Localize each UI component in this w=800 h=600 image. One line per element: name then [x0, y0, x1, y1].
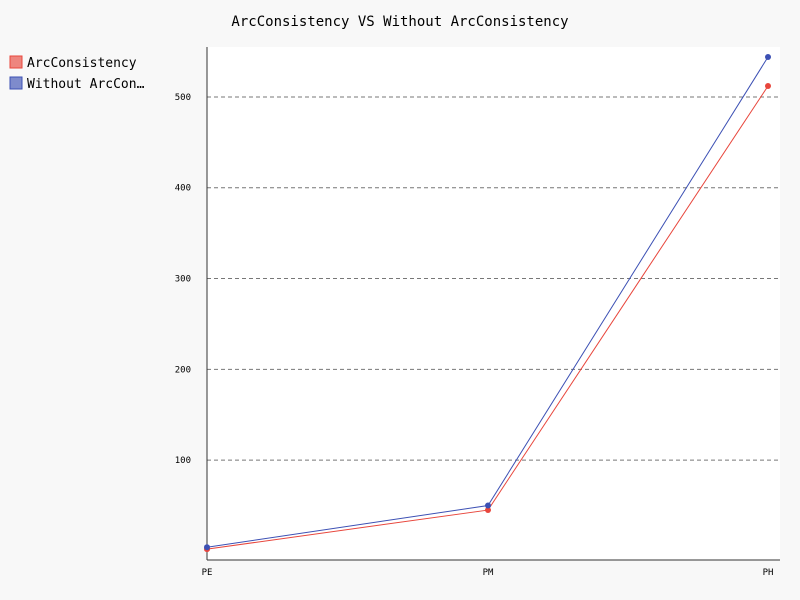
x-tick-label: PH: [763, 568, 774, 578]
legend-label-2: Without ArcCon…: [27, 77, 145, 92]
data-point[interactable]: [485, 502, 491, 509]
legend-label-1: ArcConsistency: [27, 56, 137, 71]
data-point[interactable]: [765, 53, 771, 60]
data-point[interactable]: [765, 83, 771, 90]
series-layer: [204, 53, 771, 553]
x-tick-label: PE: [202, 568, 213, 578]
legend-item-1[interactable]: ArcConsistency: [9, 55, 137, 71]
x-tick-label: PM: [483, 568, 494, 578]
y-tick-label: 100: [175, 456, 191, 466]
y-tick-label: 500: [175, 93, 191, 103]
data-point[interactable]: [204, 544, 210, 551]
legend-swatch-2: [9, 76, 23, 90]
x-tick-labels: PE PM PH: [202, 568, 774, 578]
plot-area: [207, 47, 780, 560]
legend: ArcConsistency Without ArcCon…: [9, 55, 145, 92]
legend-item-2[interactable]: Without ArcCon…: [9, 76, 145, 92]
chart-title: ArcConsistency VS Without ArcConsistency: [231, 14, 568, 30]
gridlines: [207, 96, 780, 461]
y-tick-label: 400: [175, 184, 191, 194]
legend-swatch-1: [9, 55, 23, 69]
data-point[interactable]: [485, 507, 491, 514]
y-tick-labels: 100 200 300 400 500: [175, 93, 191, 466]
y-tick-label: 300: [175, 275, 191, 285]
y-tick-label: 200: [175, 365, 191, 375]
